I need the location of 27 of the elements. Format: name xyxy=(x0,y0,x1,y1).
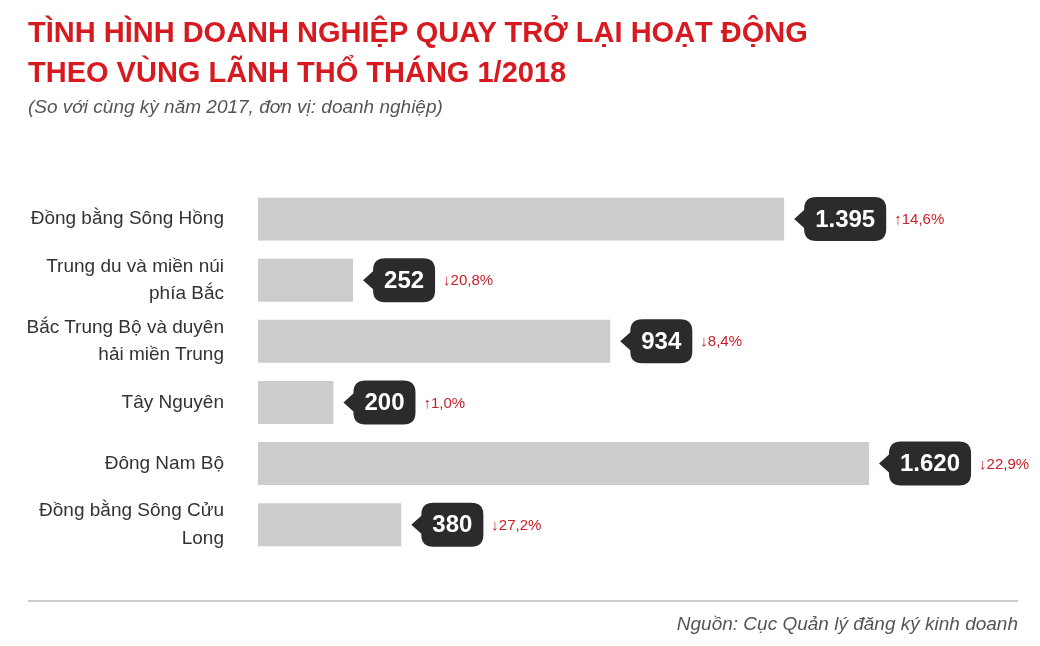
bar xyxy=(258,442,869,486)
data-label: 252 xyxy=(384,265,425,293)
bar xyxy=(258,319,611,363)
text: ↑14,6% xyxy=(894,210,945,228)
data-label: 1.395 xyxy=(815,204,876,232)
y-tick-label: Đồng bằng Sông Hồng xyxy=(30,207,224,229)
y-tick-label: Đồng bằng Sông Cửu Long xyxy=(39,499,224,548)
data-label: 380 xyxy=(432,510,473,538)
y-tick-label: Trung du và miền núi phía Bắc xyxy=(46,254,224,304)
data-label: 1.620 xyxy=(900,449,961,477)
text: Nguồn: Cục Quản lý đăng ký kinh doanh xyxy=(676,613,1018,635)
y-tick-label: Đông Nam Bộ xyxy=(104,451,224,473)
annotation: ↓20,8% xyxy=(443,271,494,289)
data-label: 934 xyxy=(641,326,682,354)
bar xyxy=(258,380,334,424)
y-tick-label: Bắc Trung Bộ và duyên hải miền Trung xyxy=(26,315,224,365)
annotation: ↓8,4% xyxy=(700,332,743,350)
bar xyxy=(258,258,354,302)
annotation: ↑1,0% xyxy=(423,393,466,411)
text: ↓22,9% xyxy=(979,454,1030,472)
y-tick-label: Tây Nguyên xyxy=(121,390,224,412)
data-label: 200 xyxy=(364,388,405,416)
bar xyxy=(258,503,402,547)
bar xyxy=(258,197,785,241)
chart-subtitle: (So với cùng kỳ năm 2017, đơn vị: doanh nghiệp) xyxy=(28,96,443,118)
chart-title: TÌNH HÌNH DOANH NGHIỆP QUAY TRỞ LẠI HOẠT ĐỘNG THEO VÙNG LÃNH THỔ THÁNG 1/2018 xyxy=(28,14,809,90)
annotation: ↓27,2% xyxy=(491,515,542,533)
